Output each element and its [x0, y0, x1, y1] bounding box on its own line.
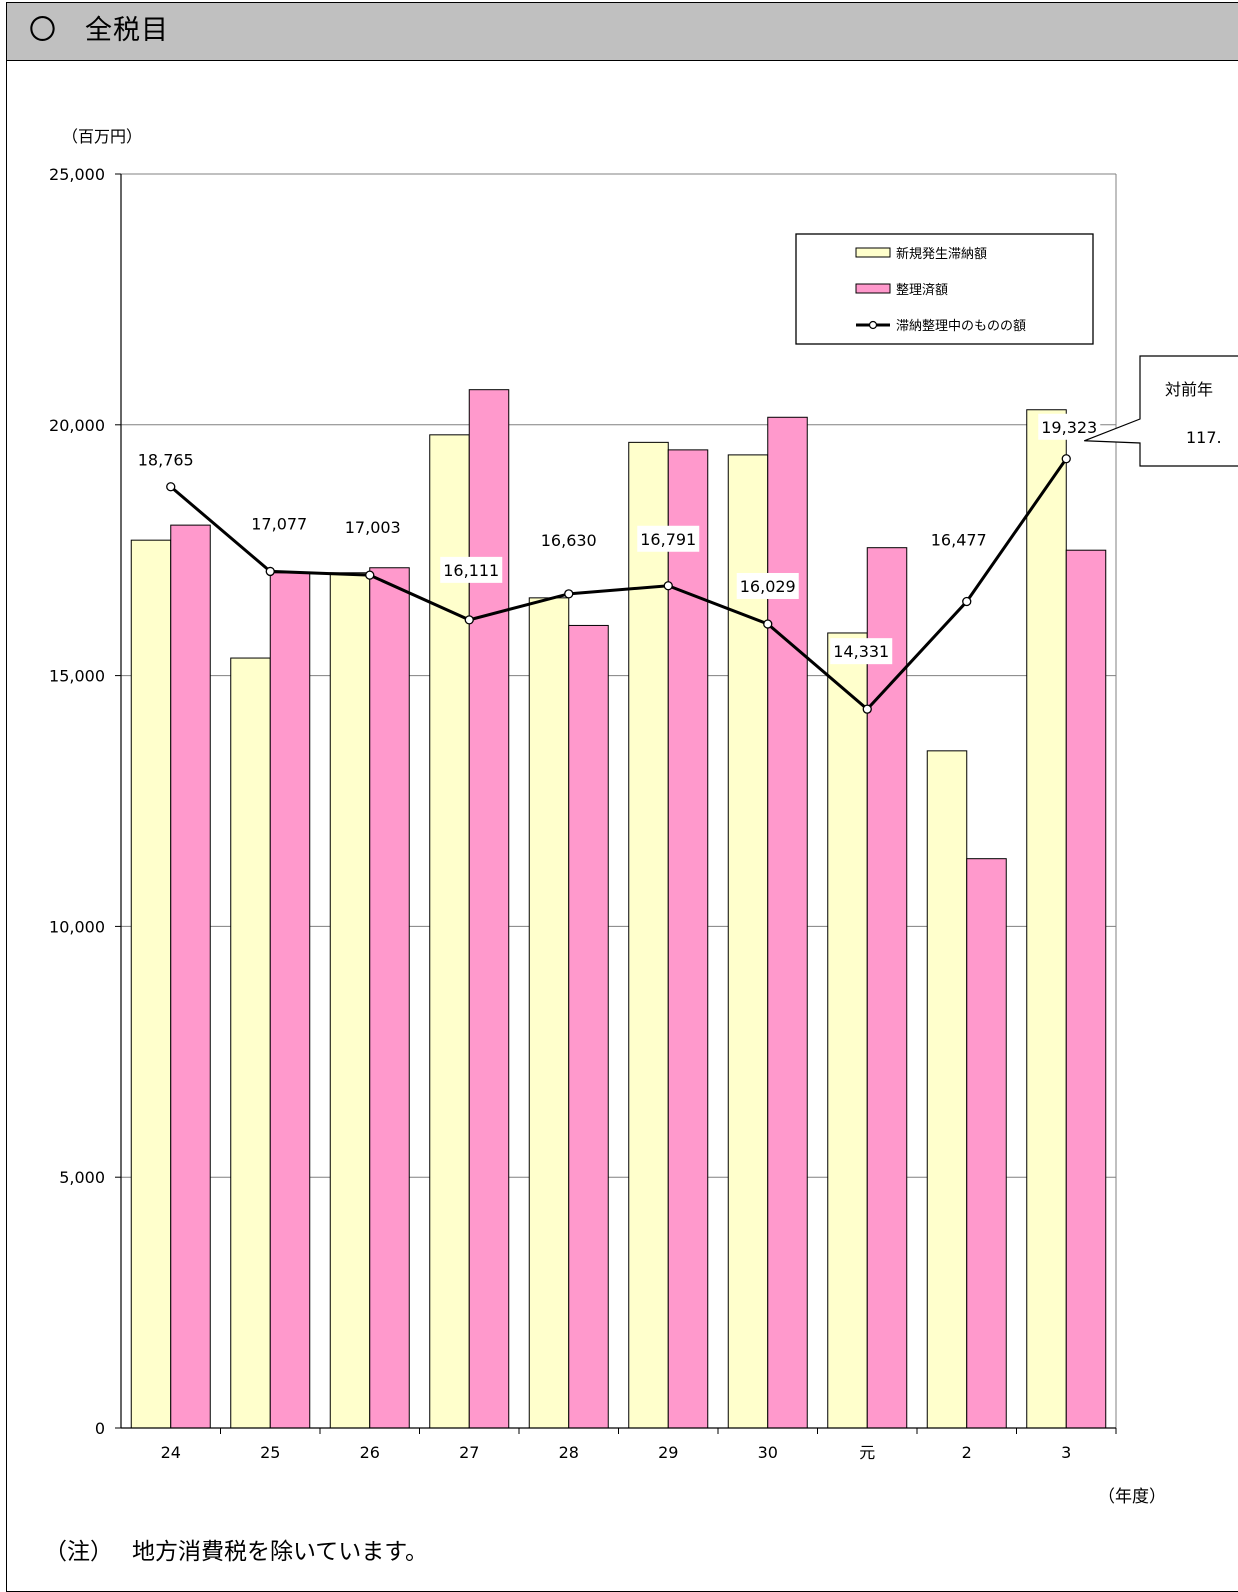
line-retained-delinquent: [169, 457, 1068, 712]
bar-new-delinquent: [528, 597, 570, 1429]
line-marker: [1061, 454, 1071, 464]
data-label: 16,791: [640, 530, 696, 549]
data-label: 14,331: [833, 642, 889, 661]
x-tick-label: 26: [360, 1443, 380, 1462]
y-tick-label: 20,000: [49, 416, 105, 435]
y-axis-unit-label: （百万円）: [62, 127, 142, 146]
line-marker: [862, 704, 872, 714]
bar-new-delinquent: [429, 434, 470, 1429]
data-label: 16,029: [740, 577, 796, 596]
data-label: 16,477: [931, 531, 987, 550]
section-header: 〇 全税目: [6, 2, 1238, 61]
line-marker: [663, 581, 673, 591]
bar-settled: [667, 449, 709, 1429]
line-marker: [564, 589, 574, 599]
bar-new-delinquent: [628, 441, 669, 1429]
line-marker: [365, 570, 375, 580]
legend-swatch: [855, 283, 891, 294]
callout-bubble: [1084, 355, 1238, 467]
line-marker: [962, 596, 972, 607]
bar-new-delinquent: [1026, 409, 1067, 1429]
line-marker: [763, 619, 773, 629]
data-label-bg: [440, 556, 503, 583]
footnote: （注） 地方消費税を除いています。: [44, 1536, 428, 1568]
data-label: 17,077: [251, 514, 307, 533]
data-label-bg: [736, 572, 799, 599]
bar-settled: [966, 858, 1007, 1429]
x-tick-label: 24: [161, 1443, 181, 1462]
data-label: 16,111: [443, 561, 499, 580]
line-series: [166, 454, 1071, 714]
y-tick-label: 5,000: [59, 1168, 105, 1187]
y-tick-label: 10,000: [49, 917, 105, 936]
bar-new-delinquent: [827, 632, 868, 1429]
x-tick-label: 30: [758, 1443, 778, 1462]
legend-label: 新規発生滞納額: [896, 246, 987, 262]
line-marker: [265, 566, 275, 577]
bar-settled: [866, 547, 908, 1429]
x-tick-label: 28: [559, 1443, 579, 1462]
callout: 対前年 117.: [1084, 355, 1238, 467]
bar-settled: [468, 389, 510, 1429]
y-tick-label: 0: [95, 1419, 105, 1438]
bar-settled: [767, 416, 808, 1429]
data-label-bg: [637, 525, 700, 552]
line-marker: [166, 482, 176, 492]
data-label: 19,323: [1041, 418, 1097, 437]
bar-settled: [568, 624, 609, 1429]
footnote-label: （注）: [44, 1539, 113, 1565]
data-label-bg: [1038, 413, 1101, 440]
bar-settled: [369, 567, 410, 1429]
y-tick-label: 25,000: [49, 165, 105, 184]
legend-label: 整理済額: [896, 282, 948, 298]
axes: 0 5,000 10,000 15,000 20,000 25,000 24 25 26 27 28…: [49, 165, 1117, 1462]
data-label-bg: [830, 638, 893, 665]
bar-settled: [269, 572, 311, 1429]
callout-line1: 対前年: [1165, 380, 1213, 399]
x-tick-label: 3: [1061, 1443, 1071, 1462]
data-label: 17,003: [345, 518, 401, 537]
x-tick-label: 2: [962, 1443, 972, 1462]
bar-settled: [170, 524, 211, 1429]
bar-new-delinquent: [926, 750, 968, 1429]
data-labels: 18,765 17,077 17,003 16,111 16,630 16,791 16,0…: [138, 413, 1101, 665]
line-marker: [464, 615, 474, 625]
footnote-text: 地方消費税を除いています。: [132, 1539, 429, 1565]
legend-box: [795, 233, 1094, 345]
bar-new-delinquent: [329, 572, 371, 1429]
x-tick-label: 元: [859, 1443, 875, 1462]
legend-label: 滞納整理中のものの額: [896, 319, 1026, 334]
data-label: 18,765: [138, 451, 194, 470]
legend-swatch: [855, 247, 891, 258]
x-tick-label: 27: [459, 1443, 479, 1462]
x-tick-label: 29: [658, 1443, 678, 1462]
bar-new-delinquent: [230, 657, 271, 1429]
bar-settled: [1065, 549, 1107, 1429]
page-title: 〇 全税目: [29, 15, 169, 46]
bar-new-delinquent: [130, 539, 172, 1429]
data-label: 16,630: [541, 531, 597, 550]
x-axis-unit-label: （年度）: [1098, 1487, 1166, 1507]
callout-line2: 117.: [1186, 428, 1222, 447]
legend-marker: [868, 320, 878, 330]
y-tick-label: 15,000: [49, 667, 105, 686]
x-tick-label: 25: [260, 1443, 280, 1462]
bar-new-delinquent: [727, 454, 769, 1429]
